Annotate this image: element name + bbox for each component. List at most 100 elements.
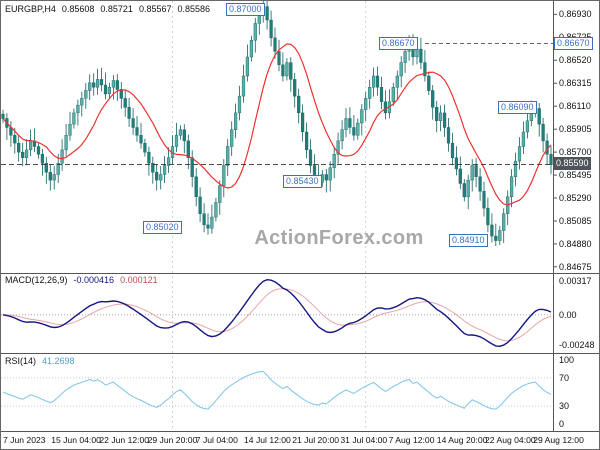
- candle: [446, 127, 451, 144]
- candle: [443, 112, 447, 128]
- candle: [147, 151, 151, 164]
- candle: [340, 129, 344, 142]
- candle: [513, 160, 518, 178]
- candle: [320, 174, 324, 183]
- candle: [324, 174, 328, 181]
- candle: [84, 90, 88, 99]
- candle: [510, 176, 514, 197]
- candle: [40, 154, 44, 164]
- symbol-ohlc-header: EURGBP,H4 0.85608 0.85721 0.85567 0.8558…: [5, 4, 210, 14]
- candle: [285, 62, 289, 77]
- candle: [111, 80, 115, 88]
- candle: [159, 174, 163, 181]
- candle: [182, 129, 186, 142]
- candle: [490, 224, 494, 237]
- candle: [356, 122, 360, 136]
- candle: [253, 23, 257, 41]
- candle: [364, 98, 368, 110]
- candle: [537, 108, 541, 125]
- candle: [332, 154, 336, 168]
- candle: [399, 62, 403, 77]
- candle: [470, 165, 474, 181]
- candle: [155, 172, 159, 181]
- candle: [29, 140, 33, 151]
- candle: [103, 84, 108, 95]
- candle: [241, 75, 246, 97]
- candle: [403, 51, 407, 63]
- candle: [80, 98, 84, 106]
- macd-line: [2, 278, 552, 348]
- candle: [375, 75, 380, 88]
- candle: [99, 79, 104, 86]
- candle: [383, 101, 387, 114]
- candle: [245, 56, 249, 77]
- candle: [494, 235, 498, 241]
- candle: [88, 82, 92, 91]
- candle: [454, 157, 458, 170]
- candle: [360, 109, 364, 124]
- candle: [348, 118, 352, 128]
- candle: [462, 183, 466, 198]
- candle: [486, 207, 490, 226]
- candle: [478, 176, 482, 192]
- candle: [198, 196, 202, 214]
- candle: [533, 108, 537, 114]
- candle: [415, 48, 419, 58]
- candle: [305, 131, 309, 151]
- candle: [64, 135, 68, 151]
- candle: [60, 149, 64, 164]
- candle: [68, 123, 72, 136]
- candle: [407, 43, 411, 52]
- candle: [316, 176, 320, 183]
- candle: [72, 112, 76, 125]
- candle: [135, 127, 139, 136]
- high-value: 0.85721: [100, 4, 133, 14]
- candle: [166, 157, 171, 166]
- candle: [379, 86, 384, 102]
- candle: [529, 112, 533, 121]
- candle: [372, 75, 376, 88]
- candle: [119, 89, 123, 99]
- candle: [95, 79, 100, 88]
- candle: [206, 224, 210, 229]
- candle: [281, 64, 285, 77]
- candle: [277, 51, 281, 66]
- candle: [186, 140, 190, 158]
- candle: [391, 86, 395, 102]
- candle: [549, 154, 553, 166]
- macd-value-main: -0.000416: [73, 275, 115, 285]
- rsi-line: [2, 370, 552, 410]
- symbol-label: EURGBP,H4: [5, 4, 56, 14]
- candle: [541, 123, 545, 142]
- candle: [226, 146, 230, 166]
- candle: [411, 43, 415, 58]
- candle: [482, 191, 486, 209]
- candle: [92, 82, 96, 88]
- close-value: 0.85586: [177, 4, 211, 14]
- candle: [143, 142, 147, 153]
- candle: [218, 185, 222, 203]
- candle: [301, 112, 305, 133]
- low-value: 0.85567: [138, 4, 172, 14]
- candle: [1, 113, 5, 119]
- candle: [431, 90, 435, 108]
- candle: [439, 112, 443, 121]
- candle: [25, 149, 29, 158]
- candle: [194, 176, 198, 197]
- candle: [312, 165, 317, 177]
- candle: [174, 135, 179, 147]
- macd-header: MACD(12,26,9) -0.000416 0.000121: [5, 275, 158, 285]
- candle: [368, 86, 372, 99]
- candle: [21, 151, 25, 158]
- candle: [352, 127, 356, 136]
- candle: [151, 163, 155, 173]
- candle: [450, 142, 455, 158]
- rsi-label: RSI(14): [5, 356, 37, 366]
- candle: [127, 107, 131, 119]
- watermark: ActionForex.com: [254, 227, 424, 249]
- candle: [115, 80, 119, 90]
- candle: [427, 75, 431, 91]
- candle-wicks: [2, 1, 552, 246]
